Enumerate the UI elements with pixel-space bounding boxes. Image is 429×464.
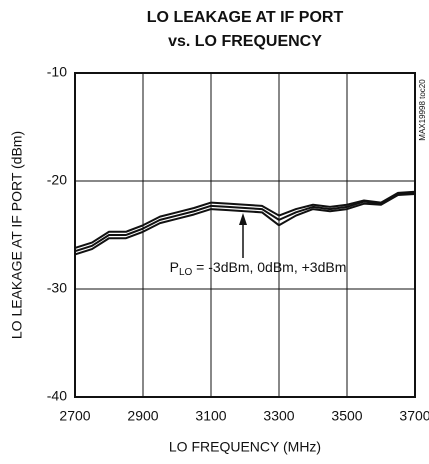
x-tick-label: 3300 <box>263 408 294 424</box>
y-tick-label: -20 <box>47 172 67 188</box>
annotation-text: P <box>170 259 179 275</box>
x-axis-label: LO FREQUENCY (MHz) <box>169 439 321 455</box>
series-line <box>74 191 416 253</box>
annotation-text: = -3dBm, 0dBm, +3dBm <box>192 259 346 275</box>
chart-title: LO LEAKAGE AT IF PORT <box>147 9 344 26</box>
y-tick-label: -40 <box>47 388 67 404</box>
x-tick-label: 2700 <box>59 408 90 424</box>
series-line <box>74 190 416 249</box>
x-tick-label: 3100 <box>195 408 226 424</box>
series-line <box>74 192 416 256</box>
x-tick-label: 3500 <box>331 408 362 424</box>
plot-frame <box>74 72 416 398</box>
x-tick-label: 3700 <box>399 408 429 424</box>
y-axis-label: LO LEAKAGE AT IF PORT (dBm) <box>9 131 25 339</box>
side-note: MAX19998 toc20 <box>418 79 427 141</box>
y-tick-label: -30 <box>47 280 67 296</box>
annotation: PLO = -3dBm, 0dBm, +3dBm <box>170 259 347 278</box>
annotation-subscript: LO <box>179 267 193 278</box>
annotation-arrowhead <box>239 213 247 225</box>
x-tick-label: 2900 <box>127 408 158 424</box>
chart-title: vs. LO FREQUENCY <box>168 33 322 50</box>
y-tick-label: -10 <box>47 64 67 80</box>
